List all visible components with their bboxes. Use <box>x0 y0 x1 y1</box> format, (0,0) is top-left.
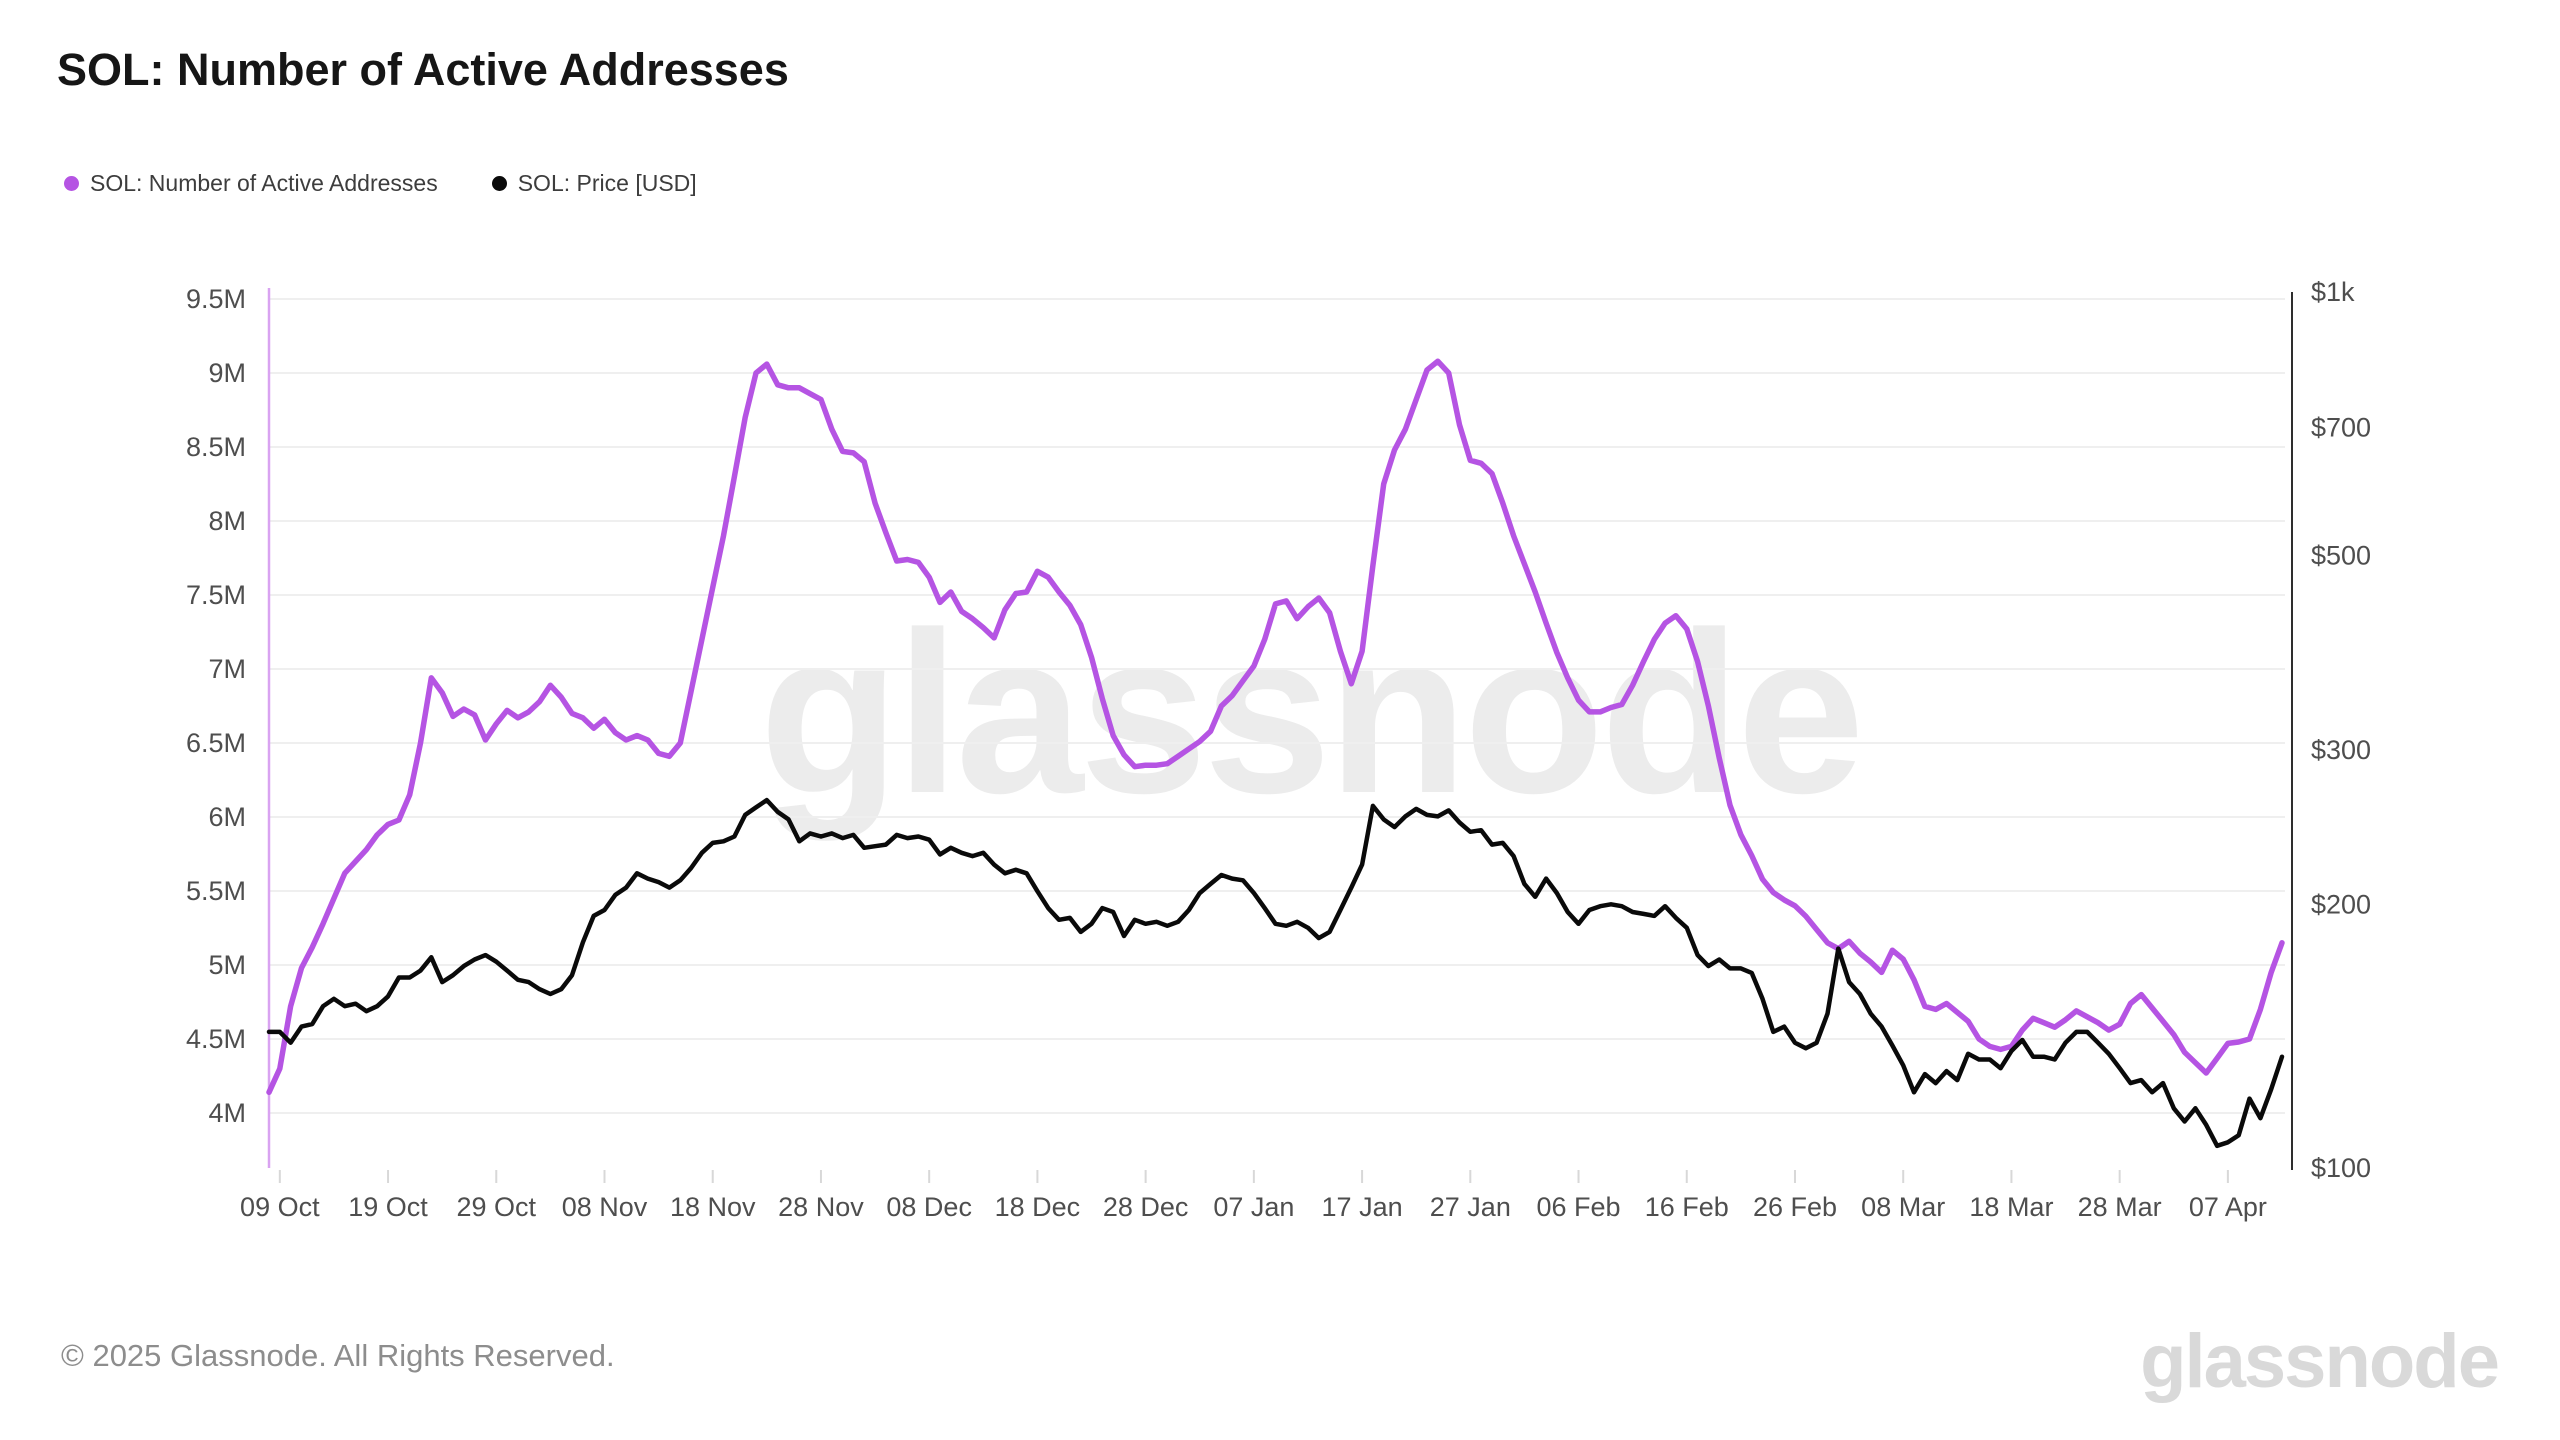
x-axis-tick-label: 07 Jan <box>1213 1192 1294 1222</box>
x-axis-tick-label: 19 Oct <box>348 1192 428 1222</box>
right-axis-tick-label: $200 <box>2311 889 2371 919</box>
left-axis-tick-label: 6M <box>208 802 246 832</box>
copyright-text: © 2025 Glassnode. All Rights Reserved. <box>61 1338 615 1373</box>
x-axis-tick-label: 28 Nov <box>778 1192 864 1222</box>
left-axis-tick-label: 8M <box>208 506 246 536</box>
x-axis-tick-label: 09 Oct <box>240 1192 320 1222</box>
left-axis-tick-label: 7.5M <box>186 580 246 610</box>
x-axis-tick-label: 29 Oct <box>457 1192 537 1222</box>
x-axis-tick-label: 26 Feb <box>1753 1192 1837 1222</box>
watermark: glassnode <box>759 584 1861 841</box>
x-axis-tick-label: 28 Mar <box>2078 1192 2162 1222</box>
page-title: SOL: Number of Active Addresses <box>57 44 789 95</box>
right-axis-tick-label: $300 <box>2311 735 2371 765</box>
left-axis-tick-label: 5.5M <box>186 876 246 906</box>
x-axis-tick-label: 27 Jan <box>1430 1192 1511 1222</box>
addresses-line <box>266 358 2285 1096</box>
legend-item-active-addresses[interactable]: SOL: Number of Active Addresses <box>64 170 438 197</box>
left-axis-tick-label: 4M <box>208 1098 246 1128</box>
x-axis-tick-label: 08 Nov <box>562 1192 648 1222</box>
left-axis-tick-label: 9.5M <box>186 284 246 314</box>
x-axis-tick-label: 18 Dec <box>995 1192 1081 1222</box>
price-legend-dot-icon <box>491 176 507 191</box>
left-axis-tick-label: 7M <box>208 654 246 684</box>
left-axis-tick-label: 8.5M <box>186 432 246 462</box>
x-axis-tick-label: 28 Dec <box>1103 1192 1189 1222</box>
x-axis-tick-label: 07 Apr <box>2189 1192 2267 1222</box>
price-line <box>266 797 2285 1149</box>
legend-item-price[interactable]: SOL: Price [USD] <box>491 170 697 197</box>
glassnode-logo: glassnode <box>2140 1319 2500 1404</box>
right-axis-tick-label: $1k <box>2311 277 2355 307</box>
left-axis-tick-label: 5M <box>208 950 246 980</box>
x-axis-tick-label: 06 Feb <box>1537 1192 1621 1222</box>
addresses-legend-dot-icon <box>64 176 79 191</box>
left-axis-tick-label: 4.5M <box>186 1024 246 1054</box>
right-axis-tick-label: $500 <box>2311 541 2371 571</box>
right-axis-tick-label: $100 <box>2311 1153 2371 1183</box>
legend: SOL: Number of Active Addresses SOL: Pri… <box>64 170 697 197</box>
x-axis-tick-label: 18 Nov <box>670 1192 756 1222</box>
x-axis-tick-label: 16 Feb <box>1645 1192 1729 1222</box>
right-axis-tick-label: $700 <box>2311 413 2371 443</box>
x-axis-tick-label: 17 Jan <box>1322 1192 1403 1222</box>
price-legend-label: SOL: Price [USD] <box>517 170 697 196</box>
x-axis-tick-label: 08 Mar <box>1861 1192 1945 1222</box>
x-axis-tick-label: 08 Dec <box>886 1192 972 1222</box>
x-axis-tick-label: 18 Mar <box>1969 1192 2053 1222</box>
addresses-legend-label: SOL: Number of Active Addresses <box>90 170 438 196</box>
left-axis-tick-label: 9M <box>208 358 246 388</box>
left-axis-tick-label: 6.5M <box>186 728 246 758</box>
